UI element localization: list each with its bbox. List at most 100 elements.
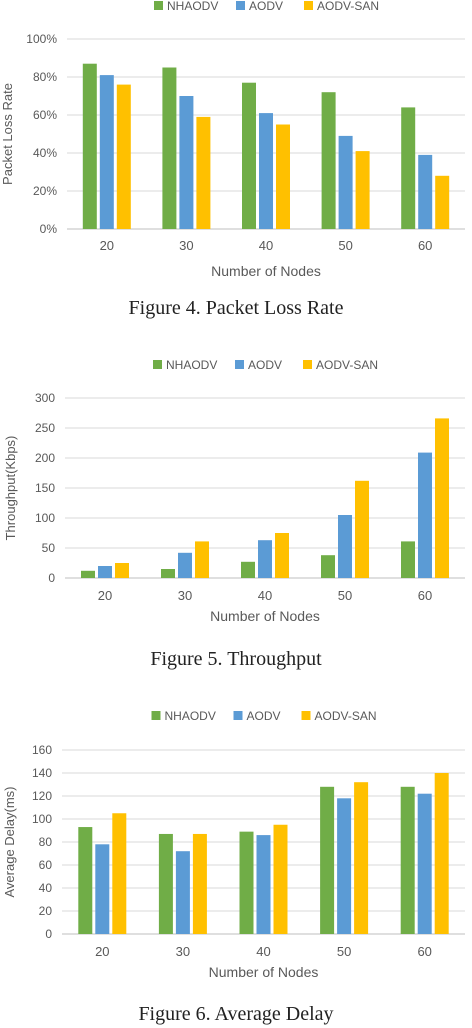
bar-aodv-50 (338, 135, 353, 229)
bar-nhaodv-20 (78, 827, 93, 934)
x-tick-label: 60 (417, 944, 431, 959)
y-axis-title: Packet Loss Rate (0, 83, 15, 185)
bar-nhaodv-30 (162, 67, 177, 229)
bar-aodv-40 (258, 540, 272, 578)
bar-aodv-40 (256, 835, 271, 934)
bar-aodv-san-30 (195, 541, 209, 578)
figure-6-caption: Figure 6. Average Delay (138, 1003, 334, 1025)
x-tick-label: 20 (100, 238, 114, 253)
bar-aodv-san-50 (354, 782, 369, 934)
bar-aodv-30 (175, 851, 190, 934)
bar-nhaodv-60 (401, 107, 416, 229)
y-tick-label: 80 (39, 835, 53, 849)
figure-4-caption: Figure 4. Packet Loss Rate (128, 297, 344, 319)
bar-aodv-san-40 (276, 124, 290, 229)
bar-nhaodv-20 (82, 63, 97, 230)
y-tick-label: 100% (26, 32, 57, 46)
bar-aodv-san-60 (434, 773, 449, 934)
y-tick-label: 60% (33, 108, 57, 122)
legend-label-aodv: AODV (248, 358, 282, 372)
figure-5-caption: Figure 5. Throughput (150, 648, 322, 670)
x-tick-label: 60 (418, 238, 432, 253)
x-tick-label: 40 (256, 944, 270, 959)
bar-aodv-san-30 (196, 116, 211, 229)
legend-swatch-aodv-san (304, 1, 313, 10)
y-tick-label: 300 (35, 391, 55, 405)
y-tick-label: 0% (40, 222, 58, 236)
x-axis-title: Number of Nodes (210, 608, 320, 624)
bar-nhaodv-30 (158, 833, 173, 934)
bar-aodv-20 (98, 566, 112, 578)
bar-nhaodv-40 (239, 831, 254, 934)
bar-aodv-san-50 (355, 151, 370, 229)
bar-aodv-50 (337, 798, 352, 934)
packet-loss-chart: 0% 20% 40% 60% 80% 100% 20 30 40 50 60 Number of No… (0, 0, 465, 279)
y-tick-label: 140 (32, 766, 52, 780)
legend-label-nhaodv: NHAODV (167, 0, 218, 13)
bar-aodv-30 (178, 552, 192, 578)
bar-aodv-60 (417, 793, 432, 934)
legend-label-aodv-san: AODV-SAN (317, 0, 379, 13)
x-tick-label: 20 (98, 588, 112, 603)
bar-aodv-san-20 (115, 563, 129, 578)
y-tick-label: 150 (35, 481, 55, 495)
bar-nhaodv-60 (400, 786, 415, 934)
x-tick-label: 30 (178, 588, 192, 603)
x-tick-label: 50 (338, 588, 352, 603)
y-tick-label: 40 (39, 881, 53, 895)
bar-aodv-san-30 (192, 833, 207, 934)
y-tick-label: 200 (35, 451, 55, 465)
legend-swatch-aodv (236, 1, 245, 10)
y-tick-label: 100 (32, 812, 52, 826)
legend-label-nhaodv: NHAODV (165, 709, 216, 723)
y-axis-title: Average Delay(ms) (2, 786, 17, 897)
x-tick-label: 30 (179, 238, 193, 253)
legend-label-aodv: AODV (249, 0, 283, 13)
x-tick-label: 50 (338, 238, 352, 253)
y-tick-label: 0 (45, 927, 52, 941)
y-axis-title: Throughput(Kbps) (3, 436, 18, 541)
legend-swatch-nhaodv (154, 1, 163, 10)
x-tick-label: 40 (258, 588, 272, 603)
legend-label-aodv-san: AODV-SAN (315, 709, 377, 723)
bar-nhaodv-30 (161, 569, 175, 578)
x-tick-label: 50 (337, 944, 351, 959)
y-tick-label: 120 (32, 789, 52, 803)
legend-label-aodv: AODV (247, 709, 281, 723)
legend-swatch-nhaodv (153, 360, 162, 369)
y-tick-label: 250 (35, 421, 55, 435)
y-tick-label: 160 (32, 743, 52, 757)
bar-nhaodv-60 (401, 541, 415, 578)
legend-swatch-aodv (235, 360, 244, 369)
bar-aodv-20 (95, 844, 110, 934)
x-tick-label: 40 (259, 238, 273, 253)
bar-nhaodv-20 (81, 570, 95, 578)
bar-aodv-30 (179, 96, 194, 229)
bar-nhaodv-50 (320, 786, 335, 934)
bar-aodv-san-20 (112, 813, 127, 934)
y-tick-label: 60 (39, 858, 53, 872)
y-tick-label: 50 (42, 541, 56, 555)
legend-label-aodv-san: AODV-SAN (316, 358, 378, 372)
bar-aodv-60 (418, 452, 432, 578)
legend-swatch-aodv-san (303, 360, 312, 369)
x-tick-label: 20 (95, 944, 109, 959)
bar-aodv-san-60 (435, 418, 449, 578)
throughput-chart: 0 50 100 150 200 250 300 20 30 40 50 60 Number of No… (3, 358, 465, 624)
bar-aodv-20 (99, 75, 114, 229)
legend-swatch-aodv-san (301, 711, 311, 720)
legend-swatch-aodv (233, 711, 243, 720)
bar-aodv-san-60 (435, 175, 450, 229)
bar-aodv-san-50 (355, 480, 369, 578)
bar-nhaodv-50 (321, 92, 336, 229)
bar-aodv-san-20 (116, 84, 131, 229)
bar-nhaodv-40 (242, 82, 256, 229)
x-axis-title: Number of Nodes (209, 964, 319, 980)
bar-aodv-san-40 (273, 824, 288, 934)
x-axis-title: Number of Nodes (211, 263, 321, 279)
bar-aodv-60 (418, 154, 433, 229)
bar-aodv-40 (259, 113, 273, 229)
y-tick-label: 40% (33, 146, 57, 160)
bar-nhaodv-50 (321, 555, 335, 578)
y-tick-label: 100 (35, 511, 55, 525)
